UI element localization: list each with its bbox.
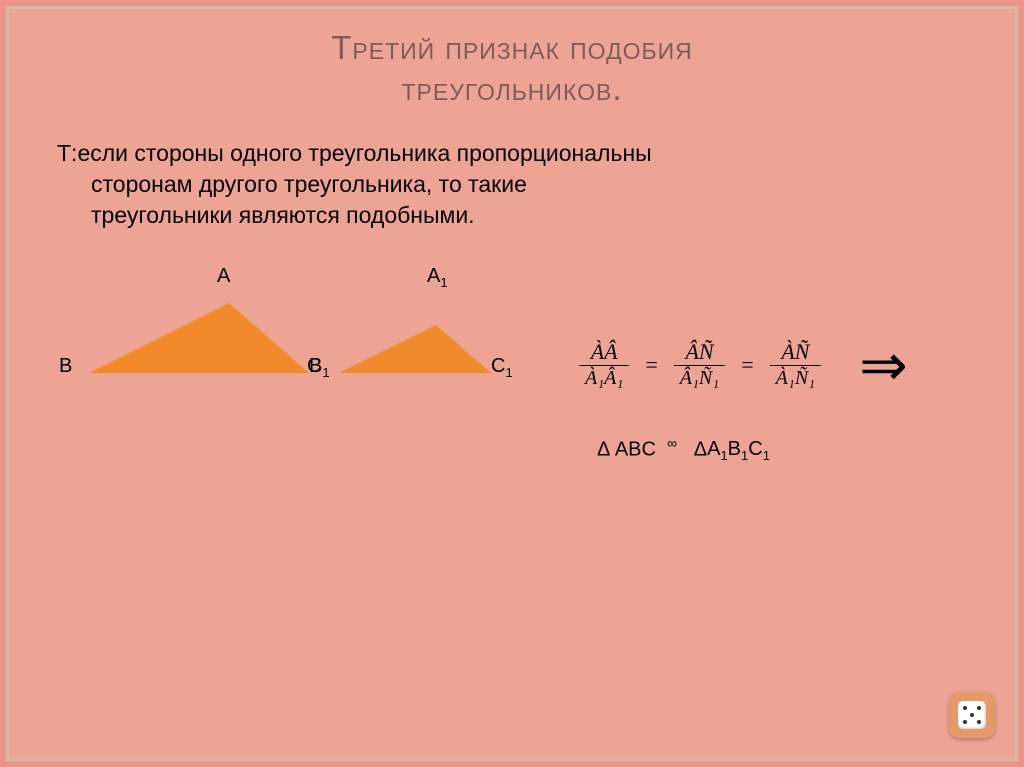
theorem-line-2: сторонам другого треугольника, то такие xyxy=(57,169,975,200)
frac3-num: ÀÑ xyxy=(773,340,817,365)
delta-2: Δ xyxy=(694,438,707,460)
label-A: A xyxy=(217,265,230,288)
frac2-num: ÂÑ xyxy=(677,340,721,365)
triangle-abc-svg xyxy=(79,293,319,383)
fraction-3: ÀÑ À₁Ñ₁ xyxy=(770,340,821,389)
equals-1: = xyxy=(643,352,659,378)
triangle-a1b1c1-svg xyxy=(331,317,501,381)
fraction-1: ÀÂ À₁Â₁ xyxy=(579,340,629,389)
label-C1-letter: С xyxy=(491,355,505,377)
frac3-den: À₁Ñ₁ xyxy=(770,365,821,389)
label-A1-sub: 1 xyxy=(440,275,447,290)
triangle-abc: A В С xyxy=(79,293,319,388)
theorem-line-3: треугольники являются подобными. xyxy=(57,200,975,231)
equals-2: = xyxy=(739,352,755,378)
dice-icon xyxy=(958,701,986,729)
triangle-abc-poly xyxy=(89,303,309,373)
frac2-den: Â₁Ñ₁ xyxy=(674,365,725,389)
slide-outer: Третий признак подобия треугольников. Т:… xyxy=(0,0,1024,767)
label-A1-letter: A xyxy=(427,265,440,287)
tri2-name: A1B1C1 xyxy=(707,438,770,460)
delta-1: Δ xyxy=(597,438,609,460)
title-line-1: Третий признак подобия xyxy=(331,29,693,66)
conclusion-text: Δ ABC ∞ ΔA1B1C1 xyxy=(597,435,770,464)
fraction-2: ÂÑ Â₁Ñ₁ xyxy=(674,340,725,389)
theorem-text: Т:если стороны одного треугольника пропо… xyxy=(49,138,975,231)
label-B1: В1 xyxy=(309,355,330,380)
slide-title: Третий признак подобия треугольников. xyxy=(49,27,975,110)
frac1-den: À₁Â₁ xyxy=(579,365,629,389)
triangle-a1b1c1-poly xyxy=(339,325,491,373)
similar-sign: ∞ xyxy=(667,435,677,451)
frac1-num: ÀÂ xyxy=(583,340,626,365)
label-B1-letter: В xyxy=(309,355,322,377)
label-C1-sub: 1 xyxy=(505,365,512,380)
diagram-area: A В С A1 В1 С1 ÀÂ À₁Â₁ = ÂÑ xyxy=(49,253,975,493)
tri1-name: ABC xyxy=(615,438,656,460)
triangle-a1b1c1: A1 В1 С1 xyxy=(331,317,501,386)
label-C1: С1 xyxy=(491,355,513,380)
dice-badge[interactable] xyxy=(949,692,995,738)
implies-arrow: ⇒ xyxy=(859,331,908,399)
theorem-line-1: Т:если стороны одного треугольника пропо… xyxy=(57,140,652,166)
slide-frame: Третий признак подобия треугольников. Т:… xyxy=(6,6,1018,761)
label-A1: A1 xyxy=(427,265,448,290)
label-B: В xyxy=(59,355,72,378)
label-B1-sub: 1 xyxy=(322,365,329,380)
proportion-formula: ÀÂ À₁Â₁ = ÂÑ Â₁Ñ₁ = ÀÑ À₁Ñ₁ ⇒ xyxy=(579,331,908,399)
title-line-2: треугольников. xyxy=(401,70,622,107)
